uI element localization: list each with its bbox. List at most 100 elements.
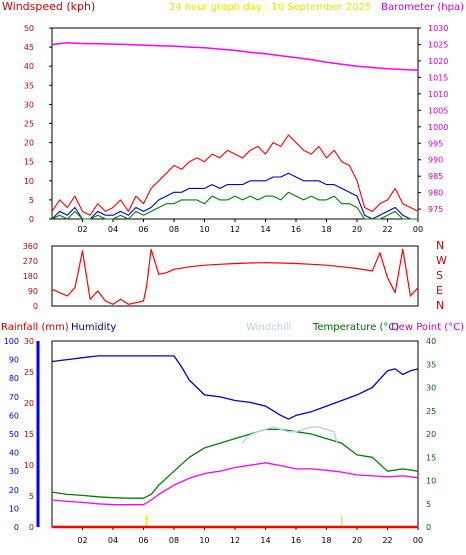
humidity-tick-label: 50 bbox=[9, 430, 19, 439]
humidity-tick-label: 90 bbox=[9, 356, 19, 365]
direction-tick-label: 270 bbox=[23, 257, 38, 266]
time-tick-label: 10 bbox=[199, 225, 209, 234]
time-tick-label: 14 bbox=[260, 536, 270, 545]
wind-tick-label: 30 bbox=[24, 100, 34, 109]
temp-plot-frame bbox=[51, 340, 419, 528]
humidity-tick-label: 0 bbox=[14, 523, 19, 532]
barometer-tick-label: 1025 bbox=[428, 40, 448, 49]
time-tick-label: 12 bbox=[230, 225, 240, 234]
direction-series bbox=[51, 248, 419, 305]
wind-series-3 bbox=[51, 42, 419, 71]
direction-tick-label: 180 bbox=[23, 272, 38, 281]
barometer-tick-label: 1000 bbox=[428, 123, 448, 132]
barometer-tick-label: 1010 bbox=[428, 90, 448, 99]
wind-tick-label: 35 bbox=[24, 81, 34, 90]
humidity-axis-title: Humidity bbox=[71, 322, 116, 333]
temperature-axis-title: Temperature (°C) bbox=[312, 322, 399, 333]
temperature-tick-label: 0 bbox=[426, 523, 431, 532]
wind-tick-label: 25 bbox=[24, 120, 34, 129]
direction-plot-frame bbox=[51, 245, 419, 307]
wind-tick-label: 20 bbox=[24, 139, 34, 148]
wind-tick-label: 40 bbox=[24, 62, 34, 71]
barometer-tick-label: 990 bbox=[428, 156, 443, 165]
barometer-tick-label: 1005 bbox=[428, 106, 448, 115]
rainfall-tick-label: 25 bbox=[24, 368, 34, 377]
time-tick-label: 20 bbox=[352, 536, 362, 545]
humidity-tick-label: 20 bbox=[9, 486, 19, 495]
direction-tick-label: 90 bbox=[28, 287, 38, 296]
temperature-tick-label: 10 bbox=[426, 477, 436, 486]
time-tick-label: 18 bbox=[321, 536, 331, 545]
wind-tick-label: 0 bbox=[29, 215, 34, 224]
compass-label: N bbox=[436, 299, 444, 312]
compass-label: S bbox=[436, 269, 443, 282]
humidity-tick-label: 60 bbox=[9, 411, 19, 420]
temperature-tick-label: 5 bbox=[426, 500, 431, 509]
windchill-axis-title: Windchill bbox=[246, 322, 291, 333]
wind-tick-label: 10 bbox=[24, 177, 34, 186]
barometer-tick-label: 995 bbox=[428, 139, 443, 148]
time-tick-label: 02 bbox=[77, 536, 87, 545]
wind-plot-frame bbox=[51, 27, 419, 220]
time-tick-label: 06 bbox=[138, 536, 148, 545]
time-tick-label: 20 bbox=[352, 225, 362, 234]
barometer-tick-label: 1030 bbox=[428, 24, 448, 33]
barometer-tick-label: 985 bbox=[428, 172, 443, 181]
time-tick-label: 22 bbox=[382, 536, 392, 545]
barometer-tick-label: 980 bbox=[428, 189, 443, 198]
wind-series-1 bbox=[51, 172, 418, 220]
rainfall-tick-label: 20 bbox=[24, 399, 34, 408]
temperature-tick-label: 20 bbox=[426, 430, 436, 439]
rainfall-tick-label: 30 bbox=[24, 337, 34, 346]
compass-label: W bbox=[436, 254, 447, 267]
direction-tick-label: 360 bbox=[23, 242, 38, 251]
wind-tick-label: 50 bbox=[24, 24, 34, 33]
humidity-tick-label: 40 bbox=[9, 449, 19, 458]
temperature-tick-label: 40 bbox=[426, 337, 436, 346]
wind-tick-label: 5 bbox=[29, 196, 34, 205]
wind-series-2 bbox=[51, 191, 418, 220]
barometer-tick-label: 1020 bbox=[428, 57, 448, 66]
barometer-tick-label: 1015 bbox=[428, 73, 448, 82]
rainfall-tick-label: 10 bbox=[24, 461, 34, 470]
series-humidity bbox=[51, 355, 419, 420]
temperature-tick-label: 30 bbox=[426, 384, 436, 393]
temperature-tick-label: 25 bbox=[426, 407, 436, 416]
time-tick-label: 02 bbox=[77, 225, 87, 234]
humidity-tick-label: 70 bbox=[9, 393, 19, 402]
wind-tick-label: 45 bbox=[24, 43, 34, 52]
time-tick-label: 14 bbox=[260, 225, 270, 234]
time-tick-label: 06 bbox=[138, 225, 148, 234]
humidity-tick-label: 80 bbox=[9, 374, 19, 383]
humidity-tick-label: 30 bbox=[9, 467, 19, 476]
time-tick-label: 00 bbox=[413, 225, 423, 234]
graph-title: 24 hour graph day : 10 September 2025 bbox=[169, 2, 371, 13]
compass-label: E bbox=[436, 284, 443, 297]
time-tick-label: 16 bbox=[291, 536, 301, 545]
wind-tick-label: 15 bbox=[24, 158, 34, 167]
dewpoint-axis-title: Dew Point (°C) bbox=[391, 322, 464, 333]
time-tick-label: 10 bbox=[199, 536, 209, 545]
series-temperature-c- bbox=[51, 428, 419, 499]
temperature-tick-label: 35 bbox=[426, 360, 436, 369]
time-tick-label: 18 bbox=[321, 225, 331, 234]
time-tick-label: 12 bbox=[230, 536, 240, 545]
humidity-tick-label: 100 bbox=[4, 337, 19, 346]
rainfall-tick-label: 15 bbox=[24, 430, 34, 439]
time-tick-label: 08 bbox=[169, 536, 179, 545]
humidity-tick-label: 10 bbox=[9, 504, 19, 513]
series-dew-point-c- bbox=[51, 462, 419, 506]
rainfall-tick-label: 0 bbox=[29, 523, 34, 532]
series-windchill bbox=[242, 426, 338, 444]
wind-series-0 bbox=[51, 134, 419, 216]
barometer-axis-title: Barometer (hpa) bbox=[381, 2, 464, 13]
temperature-tick-label: 15 bbox=[426, 453, 436, 462]
time-tick-label: 16 bbox=[291, 225, 301, 234]
rainfall-axis-title: Rainfall (mm) bbox=[1, 322, 69, 333]
time-tick-label: 08 bbox=[169, 225, 179, 234]
rainfall-tick-label: 5 bbox=[29, 492, 34, 501]
time-tick-label: 00 bbox=[413, 536, 423, 545]
time-tick-label: 04 bbox=[108, 536, 118, 545]
compass-label: N bbox=[436, 239, 444, 252]
